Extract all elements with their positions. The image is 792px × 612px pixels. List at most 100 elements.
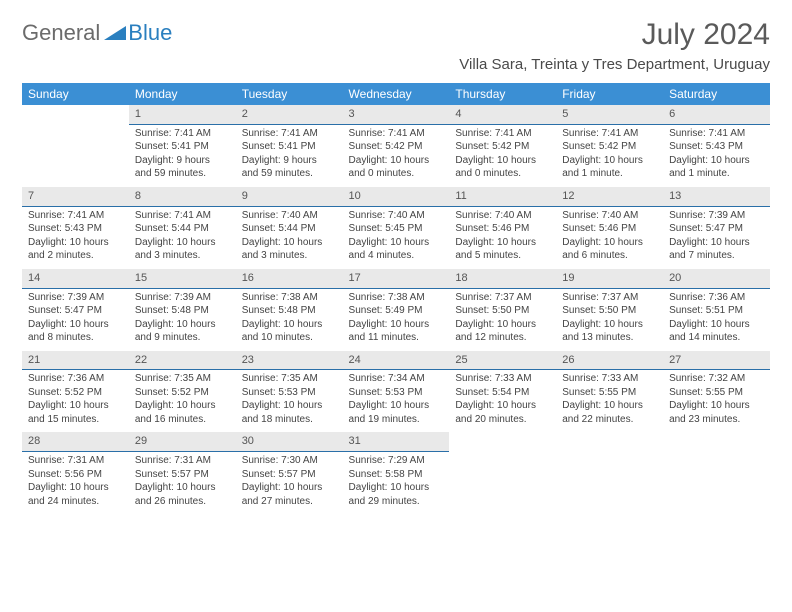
day-content: Sunrise: 7:40 AMSunset: 5:46 PMDaylight:… — [449, 207, 556, 269]
calendar-cell: 20Sunrise: 7:36 AMSunset: 5:51 PMDayligh… — [663, 269, 770, 351]
sunrise-line: Sunrise: 7:33 AM — [562, 372, 657, 386]
sunset-line: Sunset: 5:45 PM — [349, 222, 444, 236]
sunrise-line: Sunrise: 7:39 AM — [135, 291, 230, 305]
day-content: Sunrise: 7:30 AMSunset: 5:57 PMDaylight:… — [236, 452, 343, 514]
daylight-line: Daylight: 10 hours — [455, 236, 550, 250]
calendar-cell: 18Sunrise: 7:37 AMSunset: 5:50 PMDayligh… — [449, 269, 556, 351]
day-content: Sunrise: 7:39 AMSunset: 5:47 PMDaylight:… — [663, 207, 770, 269]
daylight-line: and 23 minutes. — [669, 413, 764, 427]
day-number: 10 — [343, 187, 450, 207]
day-content: Sunrise: 7:40 AMSunset: 5:45 PMDaylight:… — [343, 207, 450, 269]
daylight-line: Daylight: 10 hours — [349, 399, 444, 413]
daylight-line: Daylight: 10 hours — [28, 236, 123, 250]
day-number: 21 — [22, 351, 129, 371]
daylight-line: and 8 minutes. — [28, 331, 123, 345]
day-number: 22 — [129, 351, 236, 371]
daylight-line: Daylight: 10 hours — [455, 318, 550, 332]
calendar-cell: 22Sunrise: 7:35 AMSunset: 5:52 PMDayligh… — [129, 351, 236, 433]
calendar-cell: 15Sunrise: 7:39 AMSunset: 5:48 PMDayligh… — [129, 269, 236, 351]
day-content: Sunrise: 7:34 AMSunset: 5:53 PMDaylight:… — [343, 370, 450, 432]
calendar-cell: 19Sunrise: 7:37 AMSunset: 5:50 PMDayligh… — [556, 269, 663, 351]
sunrise-line: Sunrise: 7:40 AM — [455, 209, 550, 223]
day-content: Sunrise: 7:41 AMSunset: 5:43 PMDaylight:… — [663, 125, 770, 187]
sunrise-line: Sunrise: 7:35 AM — [242, 372, 337, 386]
day-content: Sunrise: 7:41 AMSunset: 5:43 PMDaylight:… — [22, 207, 129, 269]
calendar-row: 28Sunrise: 7:31 AMSunset: 5:56 PMDayligh… — [22, 432, 770, 514]
day-number: 30 — [236, 432, 343, 452]
daylight-line: and 24 minutes. — [28, 495, 123, 509]
day-number: 23 — [236, 351, 343, 371]
sunrise-line: Sunrise: 7:38 AM — [242, 291, 337, 305]
calendar-cell: 3Sunrise: 7:41 AMSunset: 5:42 PMDaylight… — [343, 105, 450, 187]
calendar-cell: 12Sunrise: 7:40 AMSunset: 5:46 PMDayligh… — [556, 187, 663, 269]
daylight-line: and 59 minutes. — [135, 167, 230, 181]
day-content: Sunrise: 7:33 AMSunset: 5:55 PMDaylight:… — [556, 370, 663, 432]
day-number: 17 — [343, 269, 450, 289]
day-content: Sunrise: 7:31 AMSunset: 5:56 PMDaylight:… — [22, 452, 129, 514]
day-number: 24 — [343, 351, 450, 371]
sunrise-line: Sunrise: 7:39 AM — [669, 209, 764, 223]
daylight-line: Daylight: 10 hours — [562, 318, 657, 332]
daylight-line: and 7 minutes. — [669, 249, 764, 263]
calendar-cell: 21Sunrise: 7:36 AMSunset: 5:52 PMDayligh… — [22, 351, 129, 433]
sunrise-line: Sunrise: 7:34 AM — [349, 372, 444, 386]
sunset-line: Sunset: 5:42 PM — [562, 140, 657, 154]
day-number: 13 — [663, 187, 770, 207]
sunset-line: Sunset: 5:53 PM — [242, 386, 337, 400]
sunset-line: Sunset: 5:44 PM — [242, 222, 337, 236]
day-content: Sunrise: 7:37 AMSunset: 5:50 PMDaylight:… — [449, 289, 556, 351]
day-number: 7 — [22, 187, 129, 207]
daylight-line: Daylight: 10 hours — [669, 399, 764, 413]
calendar-cell: 26Sunrise: 7:33 AMSunset: 5:55 PMDayligh… — [556, 351, 663, 433]
sunset-line: Sunset: 5:51 PM — [669, 304, 764, 318]
daylight-line: and 10 minutes. — [242, 331, 337, 345]
daylight-line: and 2 minutes. — [28, 249, 123, 263]
daylight-line: Daylight: 10 hours — [349, 154, 444, 168]
daylight-line: Daylight: 10 hours — [669, 154, 764, 168]
sunset-line: Sunset: 5:47 PM — [28, 304, 123, 318]
sunset-line: Sunset: 5:46 PM — [455, 222, 550, 236]
sunrise-line: Sunrise: 7:33 AM — [455, 372, 550, 386]
daylight-line: and 27 minutes. — [242, 495, 337, 509]
daylight-line: Daylight: 9 hours — [242, 154, 337, 168]
day-number: 28 — [22, 432, 129, 452]
calendar-row: 21Sunrise: 7:36 AMSunset: 5:52 PMDayligh… — [22, 351, 770, 433]
calendar-cell: 1Sunrise: 7:41 AMSunset: 5:41 PMDaylight… — [129, 105, 236, 187]
daylight-line: and 1 minute. — [562, 167, 657, 181]
calendar-cell — [556, 432, 663, 514]
header: General Blue July 2024 Villa Sara, Trein… — [22, 18, 770, 77]
day-content: Sunrise: 7:38 AMSunset: 5:49 PMDaylight:… — [343, 289, 450, 351]
day-content: Sunrise: 7:33 AMSunset: 5:54 PMDaylight:… — [449, 370, 556, 432]
calendar-row: 14Sunrise: 7:39 AMSunset: 5:47 PMDayligh… — [22, 269, 770, 351]
daylight-line: and 19 minutes. — [349, 413, 444, 427]
day-header: Thursday — [449, 83, 556, 105]
sunset-line: Sunset: 5:52 PM — [135, 386, 230, 400]
daylight-line: Daylight: 10 hours — [135, 318, 230, 332]
calendar-cell: 7Sunrise: 7:41 AMSunset: 5:43 PMDaylight… — [22, 187, 129, 269]
daylight-line: and 22 minutes. — [562, 413, 657, 427]
daylight-line: Daylight: 10 hours — [135, 481, 230, 495]
daylight-line: Daylight: 10 hours — [135, 399, 230, 413]
day-number: 26 — [556, 351, 663, 371]
daylight-line: and 4 minutes. — [349, 249, 444, 263]
sunrise-line: Sunrise: 7:41 AM — [669, 127, 764, 141]
daylight-line: and 18 minutes. — [242, 413, 337, 427]
sunrise-line: Sunrise: 7:38 AM — [349, 291, 444, 305]
calendar-cell: 17Sunrise: 7:38 AMSunset: 5:49 PMDayligh… — [343, 269, 450, 351]
sunset-line: Sunset: 5:42 PM — [455, 140, 550, 154]
sunrise-line: Sunrise: 7:32 AM — [669, 372, 764, 386]
location: Villa Sara, Treinta y Tres Department, U… — [459, 56, 770, 73]
day-header: Wednesday — [343, 83, 450, 105]
day-number: 9 — [236, 187, 343, 207]
day-content: Sunrise: 7:37 AMSunset: 5:50 PMDaylight:… — [556, 289, 663, 351]
sunset-line: Sunset: 5:42 PM — [349, 140, 444, 154]
calendar-cell — [22, 105, 129, 187]
daylight-line: and 20 minutes. — [455, 413, 550, 427]
sunset-line: Sunset: 5:44 PM — [135, 222, 230, 236]
daylight-line: Daylight: 10 hours — [28, 318, 123, 332]
daylight-line: Daylight: 10 hours — [242, 481, 337, 495]
day-number: 16 — [236, 269, 343, 289]
daylight-line: Daylight: 10 hours — [562, 154, 657, 168]
sunrise-line: Sunrise: 7:29 AM — [349, 454, 444, 468]
calendar-table: SundayMondayTuesdayWednesdayThursdayFrid… — [22, 83, 770, 514]
